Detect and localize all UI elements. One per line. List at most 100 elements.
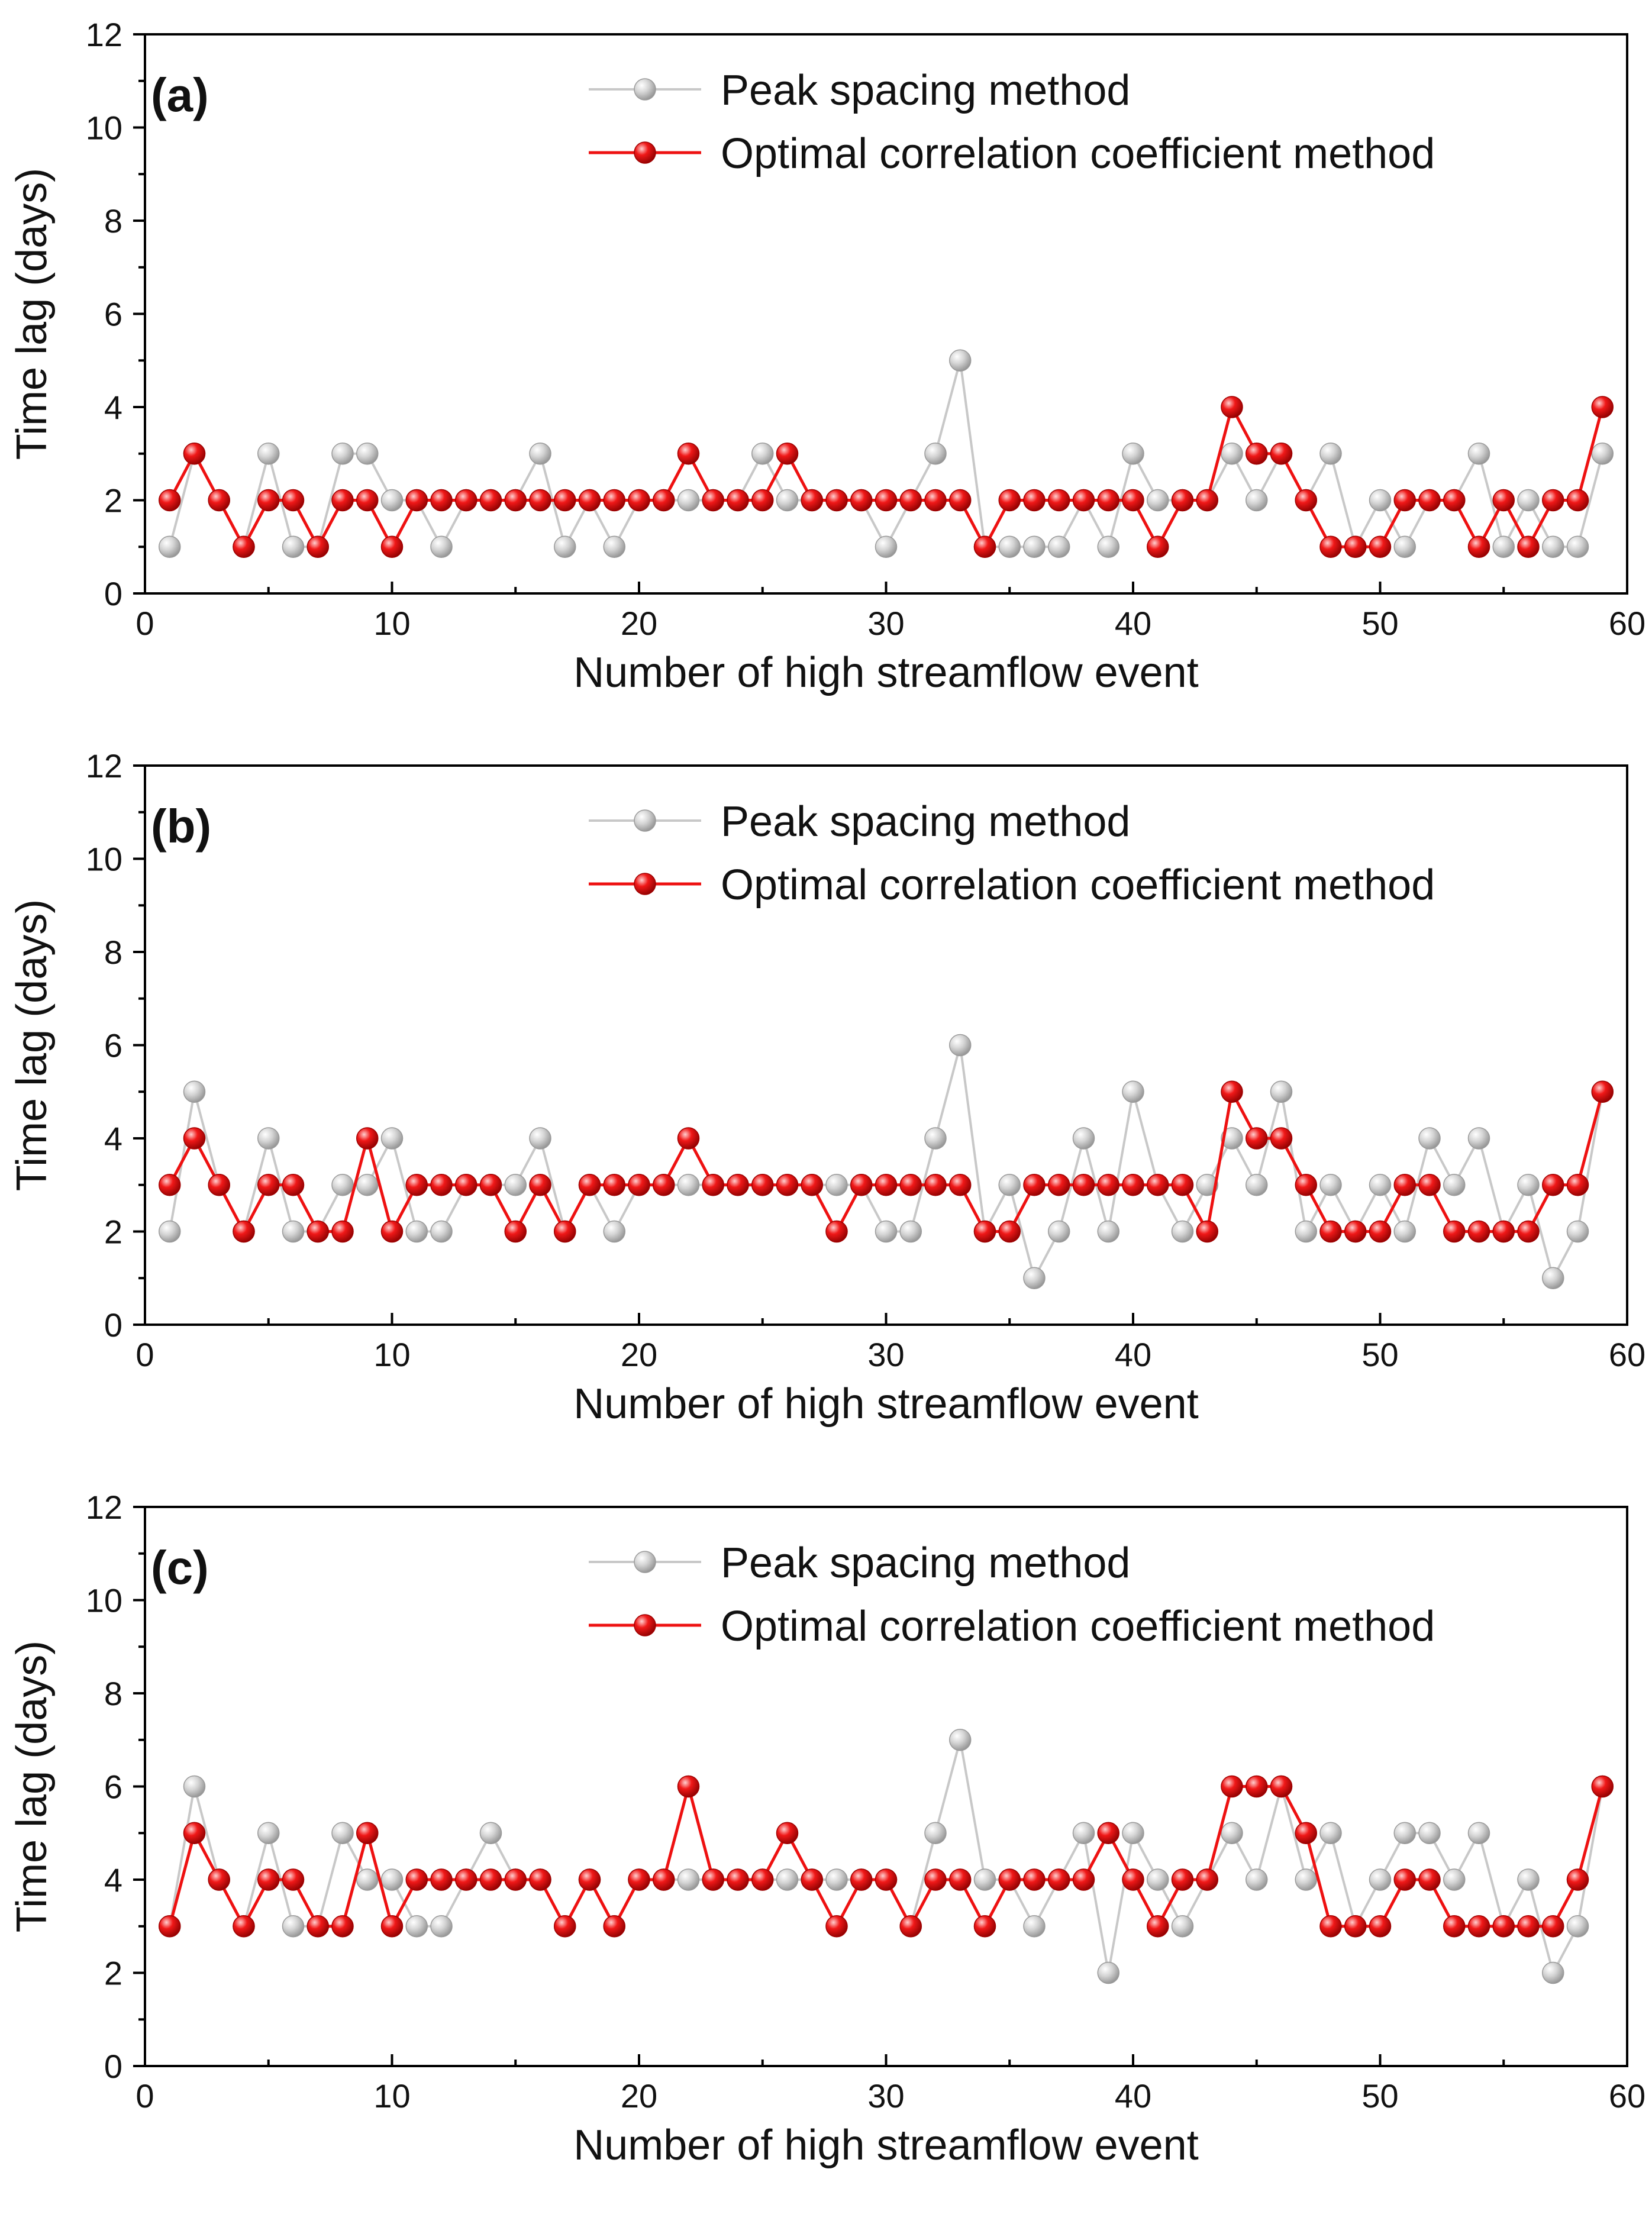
- data-point: [973, 1868, 996, 1891]
- data-point: [1492, 1915, 1515, 1938]
- series-optimal-correlation: [159, 1775, 1614, 1938]
- data-point: [603, 1220, 625, 1243]
- data-point: [924, 443, 947, 465]
- data-point: [430, 535, 453, 558]
- data-point: [1319, 1822, 1342, 1844]
- data-point: [875, 1220, 898, 1243]
- data-point: [1344, 1220, 1367, 1243]
- data-point: [1246, 1775, 1268, 1798]
- data-point: [578, 489, 601, 512]
- data-point: [1196, 1868, 1218, 1891]
- data-point: [1023, 1868, 1046, 1891]
- data-point: [306, 1220, 329, 1243]
- data-point: [331, 1915, 354, 1938]
- y-tick-label: 6: [104, 1027, 122, 1064]
- x-tick-label: 60: [1609, 2077, 1645, 2115]
- data-point: [850, 1868, 873, 1891]
- data-point: [801, 1174, 823, 1196]
- data-point: [233, 1915, 255, 1938]
- data-point: [949, 349, 972, 372]
- data-point: [1097, 1220, 1119, 1243]
- data-point: [257, 489, 280, 512]
- data-point: [1122, 1868, 1144, 1891]
- data-point: [504, 1220, 527, 1243]
- data-point: [529, 1127, 551, 1150]
- y-tick-label: 12: [86, 1489, 122, 1526]
- data-point: [1122, 489, 1144, 512]
- data-point: [257, 443, 280, 465]
- legend: Peak spacing method Optimal correlation c…: [589, 798, 1435, 909]
- legend-marker: [634, 1551, 656, 1573]
- x-tick-label: 50: [1361, 605, 1398, 642]
- data-point: [825, 1868, 848, 1891]
- series-line: [168, 1044, 1604, 1280]
- data-point: [1369, 1220, 1392, 1243]
- data-point: [727, 1868, 749, 1891]
- data-point: [1542, 489, 1564, 512]
- data-point: [1467, 1915, 1490, 1938]
- data-point: [1591, 1080, 1614, 1103]
- data-point: [727, 1174, 749, 1196]
- legend-label: Optimal correlation coefficient method: [721, 1603, 1435, 1650]
- data-point: [380, 1915, 404, 1938]
- data-point: [430, 1220, 453, 1243]
- legend-label: Peak spacing method: [721, 798, 1130, 845]
- y-axis-label: Time lag (days): [8, 168, 56, 460]
- data-point: [554, 1220, 576, 1243]
- x-tick-label: 0: [135, 605, 154, 642]
- data-point: [529, 443, 551, 465]
- data-point: [1393, 1822, 1416, 1844]
- data-point: [183, 1775, 206, 1798]
- data-point: [1221, 1080, 1243, 1103]
- data-point: [1492, 489, 1515, 512]
- data-point: [751, 443, 774, 465]
- data-point: [1023, 1174, 1046, 1196]
- data-point: [875, 489, 898, 512]
- data-point: [479, 1868, 502, 1891]
- data-point: [479, 1822, 502, 1844]
- data-point: [850, 489, 873, 512]
- data-point: [430, 1868, 453, 1891]
- data-point: [1097, 489, 1119, 512]
- data-point: [1443, 489, 1466, 512]
- data-point: [1566, 535, 1589, 558]
- data-point: [1566, 1868, 1589, 1891]
- data-point: [1246, 489, 1268, 512]
- series-peak-spacing: [159, 349, 1614, 558]
- data-point: [504, 1174, 527, 1196]
- data-point: [702, 1174, 724, 1196]
- panel-label: (c): [151, 1541, 209, 1594]
- data-point: [677, 1868, 700, 1891]
- data-point: [1246, 443, 1268, 465]
- data-point: [1171, 1174, 1194, 1196]
- data-point: [702, 1868, 724, 1891]
- data-point: [529, 1174, 551, 1196]
- y-tick-label: 8: [104, 934, 122, 971]
- data-point: [405, 489, 428, 512]
- y-tick-label: 0: [104, 1306, 122, 1344]
- data-point: [1517, 535, 1540, 558]
- data-point: [405, 1174, 428, 1196]
- panel-label: (a): [151, 69, 209, 121]
- data-point: [677, 443, 700, 465]
- data-point: [677, 1127, 700, 1150]
- data-point: [1443, 1868, 1466, 1891]
- data-point: [208, 489, 230, 512]
- x-tick-label: 40: [1115, 605, 1151, 642]
- data-point: [1048, 489, 1070, 512]
- x-tick-label: 10: [373, 1336, 410, 1373]
- data-point: [1418, 1822, 1441, 1844]
- series-optimal-correlation: [159, 396, 1614, 558]
- data-point: [1171, 489, 1194, 512]
- data-point: [430, 1174, 453, 1196]
- data-point: [603, 1174, 625, 1196]
- data-point: [306, 1915, 329, 1938]
- data-point: [1221, 1775, 1243, 1798]
- data-point: [1221, 1127, 1243, 1150]
- y-tick-label: 4: [104, 1120, 122, 1157]
- data-point: [1517, 1220, 1540, 1243]
- data-point: [1147, 1868, 1169, 1891]
- data-point: [1369, 1868, 1392, 1891]
- legend-label: Optimal correlation coefficient method: [721, 130, 1435, 177]
